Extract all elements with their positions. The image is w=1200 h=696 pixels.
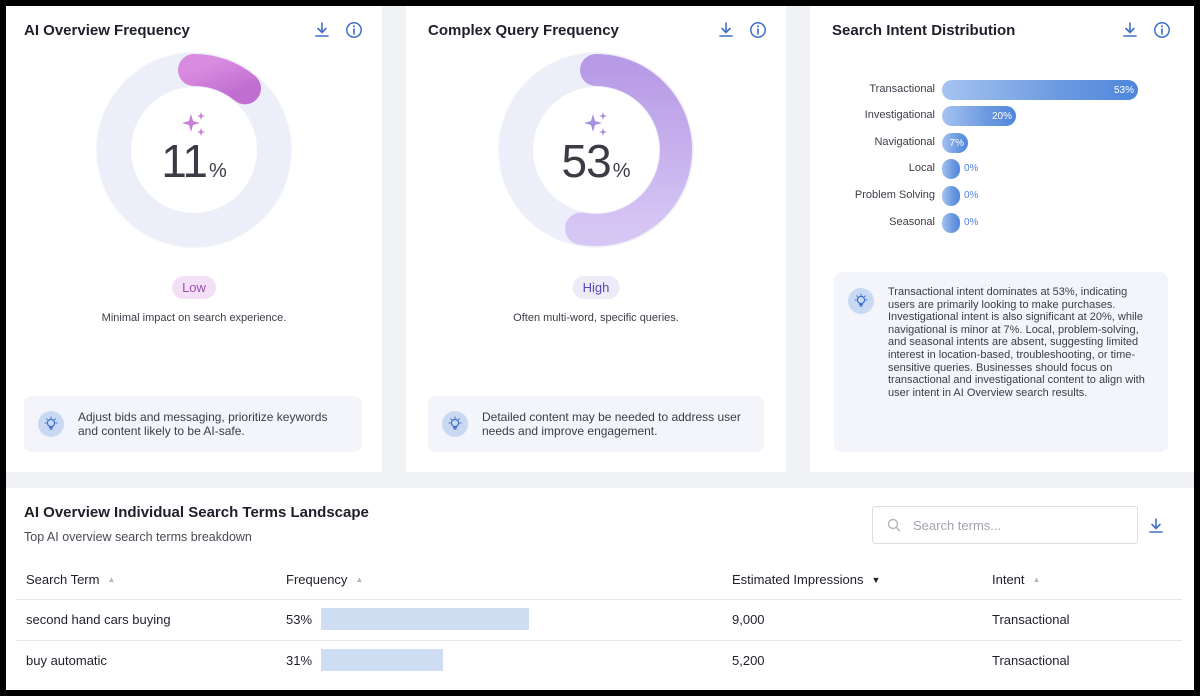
download-icon[interactable]: [1120, 20, 1140, 40]
download-icon[interactable]: [312, 20, 332, 40]
column-header-search-term[interactable]: Search Term ▲: [26, 572, 116, 587]
sparkle-icon: [182, 112, 205, 136]
recommendation-box: Adjust bids and messaging, prioritize ke…: [24, 396, 362, 452]
divider: [16, 599, 1182, 600]
gauge-arc: [178, 54, 261, 105]
intent-label: Investigational: [864, 109, 935, 121]
intent-label: Seasonal: [889, 216, 935, 228]
sort-up-icon: ▲: [1032, 575, 1041, 584]
section-title: AI Overview Individual Search Terms Land…: [24, 504, 369, 521]
search-term-cell: second hand cars buying: [26, 612, 171, 627]
intent-row: Seasonal: [810, 213, 935, 233]
frequency-value: 53%: [561, 135, 631, 187]
column-header-intent[interactable]: Intent ▲: [992, 572, 1041, 587]
divider: [16, 640, 1182, 641]
recommendation-box: Detailed content may be needed to addres…: [428, 396, 764, 452]
column-header-frequency[interactable]: Frequency ▲: [286, 572, 364, 587]
search-terms-landscape: AI Overview Individual Search Terms Land…: [6, 488, 1194, 690]
intent-label: Transactional: [869, 83, 935, 95]
search-box[interactable]: [872, 506, 1138, 544]
search-term-cell: buy automatic: [26, 653, 107, 668]
gauge: [6, 50, 382, 260]
info-icon[interactable]: [748, 20, 768, 40]
analysis-box: Transactional intent dominates at 53%, i…: [834, 272, 1168, 452]
search-icon: [887, 518, 901, 532]
intent-bar: 7%: [942, 133, 968, 153]
frequency-bar: [321, 608, 529, 630]
intent-bar: 20%: [942, 106, 1016, 126]
dashboard: AI Overview Frequency: [6, 6, 1194, 690]
info-icon[interactable]: [344, 20, 364, 40]
impressions-cell: 5,200: [732, 653, 765, 668]
search-input[interactable]: [913, 517, 1113, 533]
intent-value: 0%: [964, 163, 979, 174]
intent-row: Transactional: [810, 80, 935, 100]
intent-value: 0%: [964, 217, 979, 228]
impressions-cell: 9,000: [732, 612, 765, 627]
sort-down-icon: ▼: [871, 574, 881, 585]
frequency-bar: [321, 649, 443, 671]
ai-overview-frequency-card: AI Overview Frequency: [6, 6, 382, 472]
card-title: Complex Query Frequency: [428, 22, 619, 39]
intent-label: Local: [908, 162, 935, 174]
frequency-cell: 53%: [286, 612, 313, 627]
intent-bar: [942, 186, 960, 206]
card-title: AI Overview Frequency: [24, 22, 190, 39]
intent-row: Navigational: [810, 133, 935, 153]
intent-label: Navigational: [874, 136, 935, 148]
search-intent-distribution-card: Search Intent Distribution Transactional…: [810, 6, 1194, 472]
column-header-estimated-impressions[interactable]: Estimated Impressions ▼: [732, 572, 881, 587]
intent-label: Problem Solving: [854, 189, 935, 201]
recommendation-text: Adjust bids and messaging, prioritize ke…: [78, 410, 328, 438]
intent-row: Problem Solving: [810, 186, 935, 206]
intent-value: 0%: [964, 190, 979, 201]
lightbulb-icon: [848, 288, 874, 314]
intent-row: Investigational: [810, 106, 935, 126]
section-subtitle: Top AI overview search terms breakdown: [24, 530, 252, 544]
description: Minimal impact on search experience.: [101, 312, 287, 324]
level-badge: Low: [172, 276, 216, 299]
sparkle-icon: [584, 112, 607, 136]
info-icon[interactable]: [1152, 20, 1172, 40]
intent-bar: [942, 159, 960, 179]
analysis-text: Transactional intent dominates at 53%, i…: [888, 286, 1145, 399]
sort-up-icon: ▲: [107, 575, 116, 584]
level-badge: High: [572, 276, 620, 299]
description: Often multi-word, specific queries.: [513, 312, 679, 324]
sort-up-icon: ▲: [355, 575, 364, 584]
intent-cell: Transactional: [992, 653, 1070, 668]
lightbulb-icon: [38, 411, 64, 437]
download-icon[interactable]: [716, 20, 736, 40]
frequency-cell: 31%: [286, 653, 313, 668]
gauge: [406, 50, 786, 260]
card-title: Search Intent Distribution: [832, 22, 1016, 39]
intent-row: Local: [810, 159, 935, 179]
intent-cell: Transactional: [992, 612, 1070, 627]
complex-query-frequency-card: Complex Query Frequency: [406, 6, 786, 472]
frequency-value: 11%: [161, 135, 227, 187]
gauge-arc: [565, 54, 692, 246]
lightbulb-icon: [442, 411, 468, 437]
download-icon[interactable]: [1146, 516, 1166, 536]
intent-bar: [942, 213, 960, 233]
intent-bar: 53%: [942, 80, 1138, 100]
recommendation-text: Detailed content may be needed to addres…: [482, 410, 741, 438]
